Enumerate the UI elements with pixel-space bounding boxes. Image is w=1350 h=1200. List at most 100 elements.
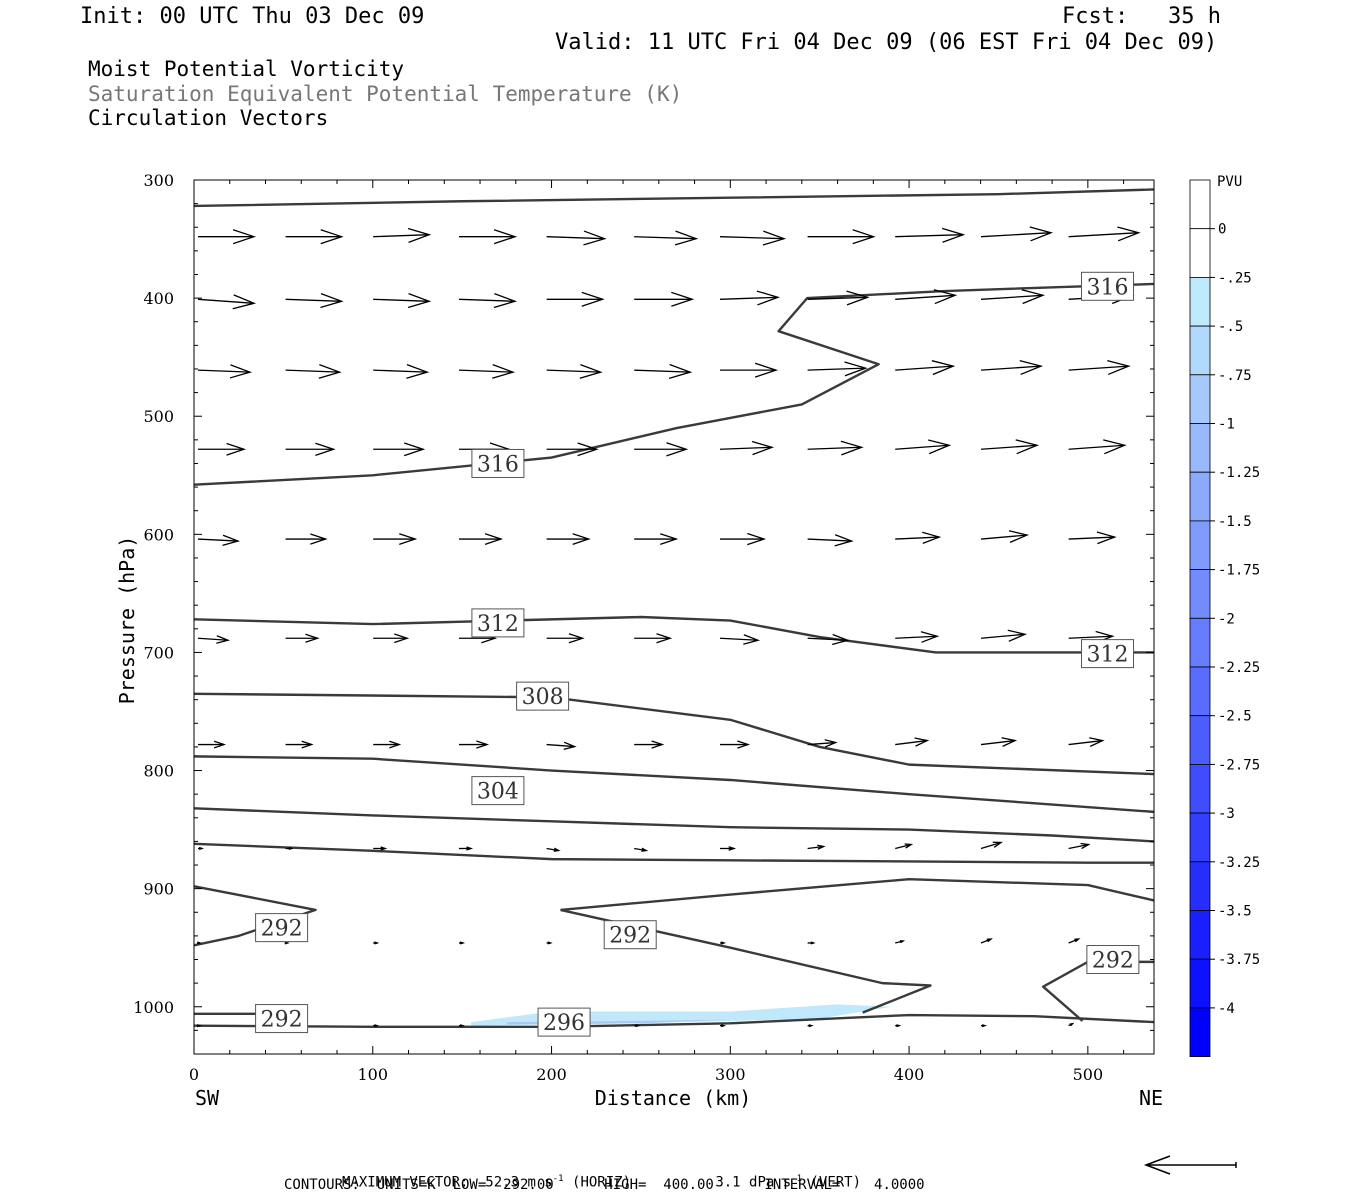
vector-shaft [807, 446, 862, 450]
circulation-vector [634, 847, 649, 852]
vector-shaft [895, 635, 938, 639]
vector-head [459, 941, 466, 945]
circulation-vector [807, 633, 850, 646]
vector-head [852, 229, 876, 245]
contour-label-box [537, 1007, 591, 1037]
contour-label-box [1081, 271, 1135, 301]
colorbar-swatch [1189, 617, 1211, 668]
vector-head [1069, 1022, 1075, 1027]
vector-head [831, 633, 850, 646]
footer-contours: CONTOURS: UNITS=K LOW= 292.00 HIGH= 400.… [284, 1177, 925, 1193]
circulation-vector [1068, 226, 1141, 242]
circulation-vector [373, 633, 410, 644]
contour-layer [193, 188, 1155, 1029]
vector-shaft [546, 743, 575, 748]
circulation-vector [895, 631, 940, 643]
vector-head [992, 841, 1003, 848]
contour-label-text: 292 [1092, 949, 1134, 974]
vector-head [914, 737, 930, 747]
vector-shaft [197, 298, 255, 304]
vector-shaft [807, 845, 824, 850]
vector-shaft [1068, 843, 1089, 850]
x-axis-title: Distance (km) [595, 1086, 752, 1110]
circulation-vector [895, 289, 958, 305]
circulation-vector [285, 740, 314, 749]
vector-head [577, 442, 599, 457]
circulation-vector [980, 360, 1044, 376]
colorbar-level-label: -3.5 [1218, 904, 1252, 920]
theta-e-contour [193, 755, 1155, 814]
colorbar-swatch [1189, 666, 1211, 717]
colorbar-swatch [1189, 374, 1211, 424]
x-tick-label: 500 [1073, 1065, 1104, 1084]
vector-head [840, 440, 864, 456]
vector-head [1007, 629, 1028, 642]
vector-head [1021, 289, 1046, 305]
circulation-vector [980, 938, 993, 944]
circulation-vector [285, 846, 294, 851]
plot-frame [193, 179, 1155, 1055]
vector-head [226, 442, 247, 456]
vector-head [568, 633, 585, 644]
vector-head [651, 740, 665, 749]
contour-label-text: 292 [261, 1008, 303, 1033]
vector-head [493, 293, 518, 309]
circulation-vector [546, 941, 553, 945]
vector-shaft [895, 365, 954, 371]
theta-e-contour [193, 807, 1155, 843]
theta-e-contour [193, 842, 1154, 864]
colorbar-swatch [1189, 764, 1211, 814]
circulation-vector [720, 1024, 727, 1028]
contour-label-text: 316 [477, 452, 519, 477]
vector-shaft [634, 236, 697, 240]
colorbar-level-label: -1.5 [1218, 514, 1252, 530]
forecast-hour: Fcst: 35 h [1062, 4, 1221, 29]
vector-head [756, 290, 781, 306]
vector-head [305, 633, 320, 643]
vector-head [668, 363, 693, 379]
circulation-vector [285, 533, 328, 545]
theta-e-contour [560, 878, 1155, 912]
circulation-vector [634, 442, 689, 457]
contour-label-text: 296 [543, 1011, 585, 1036]
vector-shaft [980, 365, 1042, 371]
pv-colorbar: 0 -.25 -.5 -.75 -1 -1.25 -1.5 -1.75 -2 -2.25 -2.5 -… [1189, 179, 1260, 1058]
circulation-vector [458, 293, 518, 309]
vector-head [1015, 439, 1040, 455]
circulation-vector [198, 229, 257, 245]
vector-head [315, 442, 336, 456]
circulation-vector [980, 737, 1018, 747]
vector-shaft [980, 534, 1028, 540]
circulation-vector [895, 1024, 902, 1028]
contour-label-box [471, 608, 525, 638]
max-vector-horiz-value: 52.3 m s [485, 1174, 553, 1191]
vector-head [674, 230, 699, 246]
circulation-vector [719, 290, 781, 306]
vector-head [320, 229, 344, 245]
vector-head [656, 633, 673, 644]
circulation-vector [719, 230, 787, 246]
circulation-vector [634, 633, 673, 644]
vector-head [671, 291, 695, 307]
colorbar-level-label: -3.75 [1218, 952, 1260, 968]
vector-shaft [546, 236, 605, 240]
contour-label-text: 292 [261, 917, 303, 942]
vector-head [941, 227, 966, 243]
vector-head [846, 290, 870, 306]
vector-head [641, 847, 649, 852]
circulation-vector [980, 530, 1030, 543]
colorbar-level-label: -4 [1218, 1001, 1235, 1017]
circulation-vector [980, 439, 1040, 455]
vector-shaft [546, 369, 601, 373]
vector-head [484, 533, 504, 545]
contour-label: 292 [1086, 945, 1140, 975]
vector-head [666, 442, 689, 457]
vector-head [196, 1024, 203, 1028]
vector-head [492, 363, 516, 379]
vector-head [1107, 360, 1131, 376]
circulation-vector [634, 740, 665, 749]
vector-head [896, 1024, 902, 1028]
circulation-vector [895, 227, 966, 243]
vector-head [374, 1024, 380, 1028]
